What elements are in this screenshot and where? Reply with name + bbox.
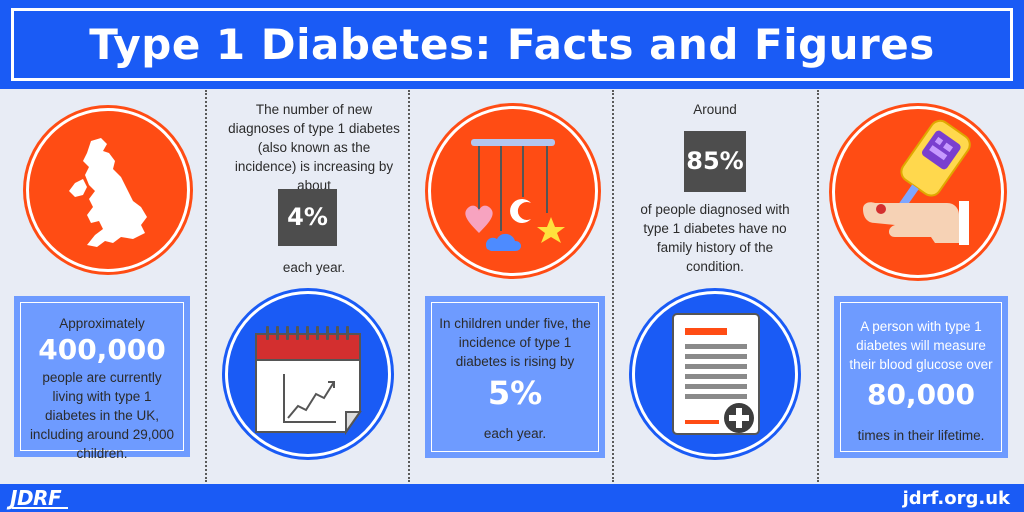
fact-1-detail: people are currently living with type 1 …: [29, 370, 175, 461]
column-divider: [612, 90, 614, 482]
fact-4-figure: 85%: [684, 131, 746, 192]
website-link[interactable]: jdrf.org.uk: [902, 488, 1010, 509]
column-divider: [205, 90, 207, 482]
fact-5-detail: times in their lifetime.: [857, 428, 985, 443]
fact-card-5: A person with type 1 diabetes will measu…: [834, 296, 1008, 458]
fact-3-figure: 5%: [487, 374, 543, 412]
fact-card-3: In children under five, the incidence of…: [425, 296, 605, 458]
logo-underline: [12, 507, 68, 509]
uk-map-circle: [26, 108, 190, 272]
document-circle: [632, 291, 798, 457]
card-frame: [840, 302, 1002, 452]
fact-4-intro: Around: [693, 102, 737, 117]
fact-3-detail: each year.: [483, 426, 547, 441]
fact-5-figure: 80,000: [866, 378, 976, 411]
fact-4-detail: of people diagnosed with type 1 diabetes…: [640, 202, 790, 274]
fact-card-1: Approximately 400,000 people are current…: [14, 296, 190, 461]
footer-bar: JDRF jdrf.org.uk: [0, 484, 1024, 512]
header-frame: Type 1 Diabetes: Facts and Figures: [11, 8, 1013, 81]
column-divider: [817, 90, 819, 482]
header-banner: Type 1 Diabetes: Facts and Figures: [0, 0, 1024, 89]
fact-2-figure: 4%: [278, 189, 337, 246]
calendar-chart-icon: [255, 326, 362, 436]
card-frame: [431, 302, 599, 452]
fact-1-intro: Approximately: [59, 316, 145, 331]
fact-1-figure: 400,000: [38, 333, 166, 366]
fact-3-intro: In children under five, the incidence of…: [439, 316, 591, 369]
calendar-circle: [225, 291, 391, 457]
uk-map-icon: [69, 138, 147, 247]
glucose-meter-icon: [863, 119, 971, 245]
glucose-circle: [832, 106, 1004, 278]
medical-document-icon: [672, 313, 760, 435]
column-divider: [408, 90, 410, 482]
jdrf-logo[interactable]: JDRF: [10, 486, 62, 510]
mobile-circle: [428, 106, 598, 276]
fact-2-detail: each year.: [282, 260, 346, 275]
page-title: Type 1 Diabetes: Facts and Figures: [89, 20, 935, 69]
fact-5-intro: A person with type 1 diabetes will measu…: [849, 319, 993, 372]
baby-mobile-icon: [465, 139, 565, 251]
fact-2-intro: The number of new diagnoses of type 1 di…: [228, 102, 400, 193]
card-frame: [20, 302, 184, 451]
